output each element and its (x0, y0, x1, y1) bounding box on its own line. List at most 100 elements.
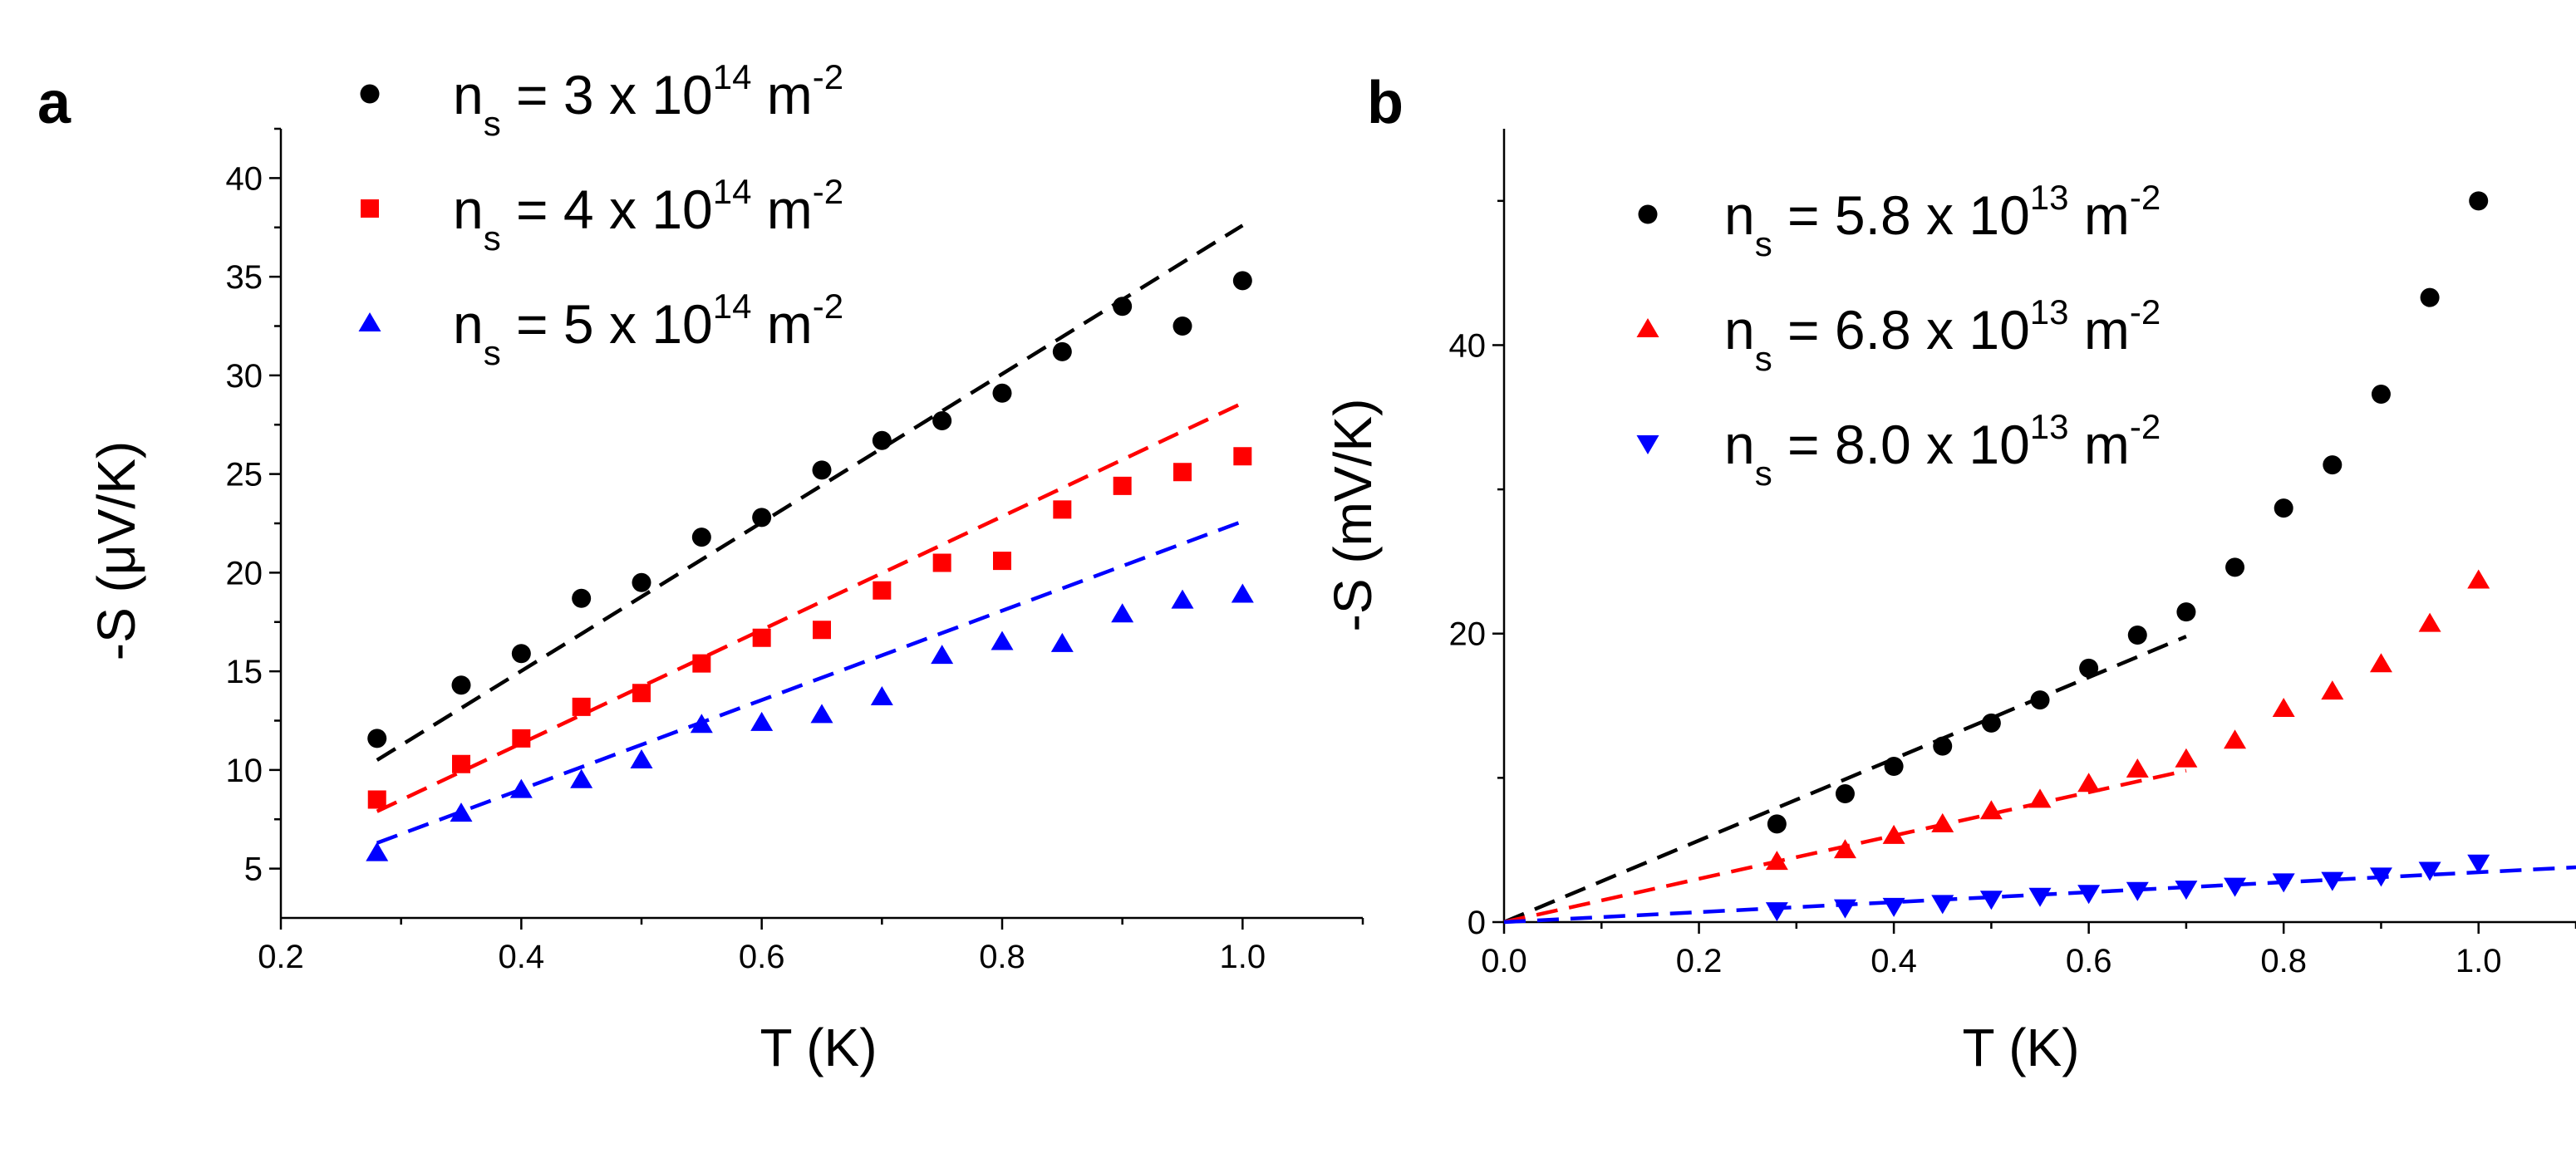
x-tick-label: 1.0 (2456, 943, 2502, 979)
data-point-series-3 (509, 778, 533, 798)
data-point-series-1 (2420, 287, 2440, 307)
x-tick-label: 0.2 (258, 939, 304, 975)
legend-marker-2 (361, 199, 379, 218)
data-point-series-2 (1882, 824, 1905, 844)
data-point-series-1 (812, 460, 832, 480)
legend-label-3: ns = 5 x 1014 m-2 (453, 287, 843, 372)
data-point-series-2 (1931, 812, 1954, 832)
data-point-series-2 (1053, 500, 1072, 519)
data-point-series-1 (2079, 658, 2099, 678)
legend-label-1: ns = 5.8 x 1013 m-2 (1724, 178, 2161, 263)
x-tick-label: 0.8 (2260, 943, 2307, 979)
y-tick-label: 5 (244, 851, 263, 888)
data-point-series-3 (1882, 897, 1905, 917)
x-tick-label: 1.0 (1220, 939, 1266, 975)
legend-marker-3 (358, 312, 381, 331)
data-point-series-3 (2369, 867, 2392, 887)
data-point-series-1 (932, 411, 952, 430)
data-point-series-2 (752, 628, 771, 647)
data-point-series-2 (2272, 698, 2295, 718)
data-point-series-2 (1765, 851, 1788, 871)
data-point-series-3 (2224, 877, 2247, 897)
x-tick-label: 0.0 (1481, 943, 1527, 979)
legend-marker-2 (1636, 318, 1659, 337)
data-point-series-3 (1833, 899, 1856, 919)
data-point-series-3 (570, 768, 593, 788)
data-point-series-2 (572, 697, 591, 716)
data-point-series-1 (367, 729, 387, 748)
data-point-series-2 (2467, 569, 2490, 589)
data-point-series-1 (1835, 783, 1855, 803)
data-point-series-3 (2321, 871, 2344, 891)
fit-line-series-2 (376, 401, 1244, 813)
fit-line-series-1 (376, 223, 1244, 762)
panel-b-y-axis-label: -S (mV/K) (1323, 399, 1383, 632)
panel-a-legend: ns = 3 x 1014 m-2 ns = 4 x 1014 m-2 ns = 5… (358, 57, 843, 372)
data-point-series-3 (2272, 873, 2295, 893)
panel-b-ticks: 0.0 0.2 0.4 0.6 0.8 1.0 0 20 40 (1449, 199, 2576, 979)
x-tick-label: 0.2 (1676, 943, 1723, 979)
panel-a-ticks: 0.2 0.4 0.6 0.8 1.0 5 10 15 20 25 30 35 40 (226, 127, 1364, 975)
data-point-series-1 (2274, 498, 2293, 518)
data-point-series-2 (1233, 447, 1252, 466)
data-point-series-1 (1232, 271, 1252, 291)
x-tick-label: 0.4 (1871, 943, 1917, 979)
y-tick-label: 30 (226, 358, 263, 395)
data-point-series-1 (1884, 756, 1904, 776)
data-point-series-3 (1111, 603, 1134, 623)
data-point-series-1 (511, 644, 531, 664)
panel-b-legend: ns = 5.8 x 1013 m-2 ns = 6.8 x 1013 m-2 ns… (1636, 178, 2161, 493)
legend-marker-1 (360, 84, 380, 104)
data-point-series-3 (2077, 885, 2101, 905)
data-point-series-2 (512, 729, 531, 748)
data-point-series-1 (2371, 384, 2391, 404)
data-point-series-2 (1833, 839, 1856, 859)
data-point-series-1 (2469, 191, 2489, 211)
legend-label-2: ns = 6.8 x 1013 m-2 (1724, 292, 2161, 378)
data-point-series-3 (630, 749, 653, 768)
y-tick-label: 20 (226, 555, 263, 591)
data-point-series-1 (1981, 713, 2001, 733)
data-point-series-3 (2418, 861, 2441, 881)
panel-a-x-axis-label: T (K) (760, 1018, 877, 1077)
panel-a-label: a (37, 70, 71, 136)
y-tick-label: 10 (226, 753, 263, 789)
panel-b: b 0.0 0.2 0.4 0.6 0.8 1.0 0 20 40 T (K) -S (mV/K… (1323, 70, 2576, 1077)
fit-line-series-3 (376, 519, 1244, 845)
data-point-series-3 (810, 704, 833, 724)
y-tick-label: 25 (226, 457, 263, 493)
data-point-series-1 (691, 528, 711, 547)
legend-label-1: ns = 3 x 1014 m-2 (453, 57, 843, 143)
y-tick-label: 35 (226, 259, 263, 296)
data-point-series-2 (632, 684, 651, 703)
panel-b-axes (1502, 129, 2576, 924)
data-point-series-2 (2224, 729, 2247, 749)
panel-a-y-axis-label: -S (μV/K) (86, 441, 146, 660)
data-point-series-1 (1933, 736, 1953, 756)
data-point-series-1 (1172, 317, 1192, 336)
panel-a-markers (366, 271, 1254, 861)
data-point-series-3 (366, 842, 389, 861)
data-point-series-1 (1767, 814, 1787, 834)
data-point-series-2 (452, 754, 470, 773)
panel-b-x-axis-label: T (K) (1962, 1018, 2079, 1077)
data-point-series-3 (2126, 881, 2149, 901)
data-point-series-1 (1113, 297, 1133, 317)
data-point-series-1 (2127, 625, 2147, 645)
data-point-series-2 (993, 552, 1011, 571)
data-point-series-1 (451, 675, 471, 695)
data-point-series-3 (1171, 589, 1194, 609)
data-point-series-2 (2369, 653, 2392, 673)
data-point-series-3 (450, 802, 473, 822)
legend-marker-1 (1638, 204, 1658, 224)
x-tick-label: 0.8 (979, 939, 1025, 975)
data-point-series-3 (1050, 632, 1074, 652)
y-tick-label: 0 (1467, 905, 1486, 941)
data-point-series-2 (2126, 758, 2149, 778)
data-point-series-3 (1765, 902, 1788, 922)
y-tick-label: 20 (1449, 616, 1487, 653)
data-point-series-1 (632, 572, 651, 592)
data-point-series-2 (873, 581, 892, 600)
panel-b-markers (1765, 191, 2490, 922)
